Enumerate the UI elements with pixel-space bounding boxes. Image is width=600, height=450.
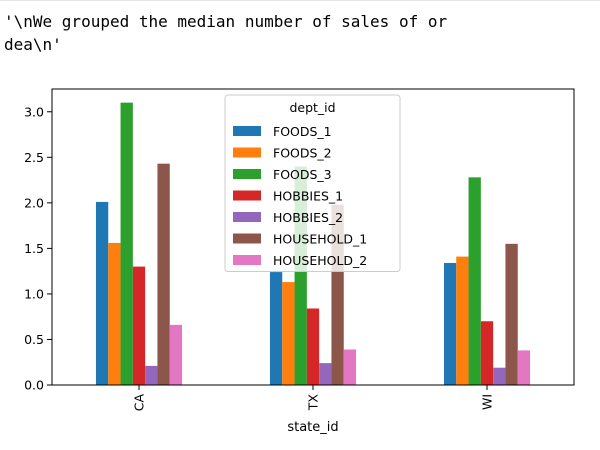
bar-foods_2-tx: [282, 282, 295, 385]
x-tick-label-wi: WI: [480, 394, 495, 410]
output-line-2: dea\n': [4, 35, 62, 54]
x-tick-label-tx: TX: [306, 394, 321, 412]
bar-foods_3-ca: [120, 102, 133, 386]
legend-label-hobbies_2: HOBBIES_2: [273, 210, 343, 225]
bar-hobbies_2-tx: [319, 363, 332, 385]
bars-group: [95, 102, 531, 386]
bar-foods_1-tx: [269, 272, 283, 385]
bar-household_2-wi: [517, 350, 531, 385]
bar-hobbies_1-ca: [132, 266, 146, 385]
x-axis: CA TX WI: [132, 385, 495, 411]
legend-label-hobbies_1: HOBBIES_1: [273, 189, 343, 204]
legend-swatch-household_1: [233, 233, 261, 244]
legend-title: dept_id: [289, 100, 335, 115]
legend-swatch-foods_3: [233, 169, 261, 179]
bar-foods_2-wi: [456, 256, 469, 385]
legend-label-foods_2: FOODS_2: [273, 146, 332, 161]
legend-swatch-hobbies_2: [233, 212, 261, 222]
y-tick-label: 2.0: [24, 195, 44, 210]
y-tick-label: 0.5: [24, 332, 44, 347]
legend-label-household_1: HOUSEHOLD_1: [273, 232, 367, 247]
legend-label-foods_1: FOODS_1: [273, 124, 332, 139]
legend-label-foods_3: FOODS_3: [273, 167, 332, 182]
x-tick-label-ca: CA: [132, 394, 147, 412]
legend: dept_id FOODS_1 FOODS_2 FOODS_3 HOBBIES_1 HOB…: [224, 94, 401, 272]
bar-household_2-ca: [169, 324, 183, 385]
legend-swatch-household_2: [233, 255, 261, 265]
y-tick-label: 1.5: [24, 241, 44, 256]
plot-frame: [51, 88, 575, 386]
bar-foods_2-ca: [108, 242, 121, 385]
y-tick-label: 1.0: [24, 286, 44, 301]
bar-household_1-wi: [505, 243, 518, 385]
bar-hobbies_2-ca: [145, 365, 158, 385]
legend-label-household_2: HOUSEHOLD_2: [273, 253, 367, 268]
legend-swatch-hobbies_1: [233, 190, 261, 201]
y-tick-label: 2.5: [24, 150, 44, 165]
bar-foods_3-wi: [468, 177, 481, 385]
output-line-1: '\nWe grouped the median number of sales…: [4, 12, 448, 31]
cell-divider: [0, 0, 600, 1]
bar-foods_1-ca: [95, 201, 109, 385]
bar-hobbies_2-wi: [493, 367, 506, 385]
y-tick-label: 3.0: [24, 104, 44, 119]
y-axis: 0.0 0.5 1.0 1.5 2.0 2.5 3.0: [24, 104, 52, 393]
x-axis-label: state_id: [287, 420, 338, 435]
bar-hobbies_1-tx: [306, 308, 320, 385]
bar-chart: 0.0 0.5 1.0 1.5 2.0 2.5 3.0 CA TX WI state_id de…: [24, 88, 575, 435]
legend-swatch-foods_1: [233, 126, 261, 136]
bar-foods_1-wi: [443, 262, 457, 385]
bar-hobbies_1-wi: [480, 321, 494, 385]
legend-swatch-foods_2: [233, 147, 261, 158]
bar-household_2-tx: [343, 349, 357, 385]
bar-household_1-ca: [157, 163, 170, 385]
legend-box: [224, 94, 401, 272]
cell-output-text: '\nWe grouped the median number of sales…: [4, 10, 600, 56]
y-tick-label: 0.0: [24, 378, 44, 393]
